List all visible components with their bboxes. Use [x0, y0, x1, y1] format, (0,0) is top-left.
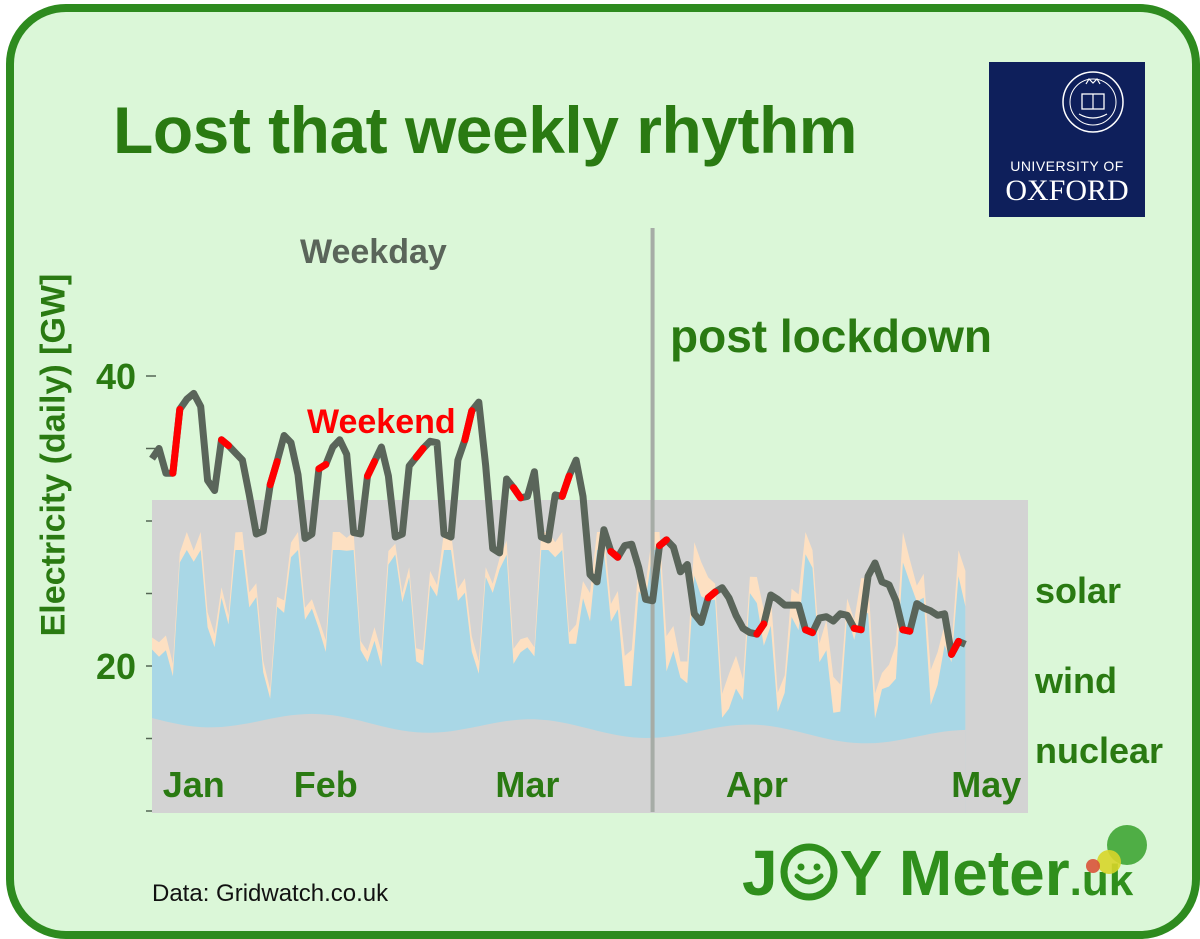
- weekend-segment: [850, 624, 865, 634]
- nuclear-band: [152, 713, 966, 813]
- post-lockdown-label: post lockdown: [670, 310, 992, 362]
- joymeter-logo: J Y Meter.uk: [742, 825, 1147, 909]
- weekend-label: Weekend: [307, 403, 456, 441]
- data-source: Data: Gridwatch.co.uk: [152, 880, 389, 907]
- weekend-segment: [461, 407, 476, 444]
- weekend-segment: [802, 626, 816, 637]
- month-labels: Jan Feb Mar Apr May: [163, 764, 1022, 805]
- weekend-segment: [218, 436, 232, 450]
- legend-nuclear: nuclear: [1035, 730, 1163, 771]
- legend-wind: wind: [1034, 660, 1117, 701]
- y-tick-label: 20: [96, 646, 136, 687]
- logo-line2: OXFORD: [1005, 174, 1129, 207]
- smiley-icon: [780, 843, 838, 901]
- weekend-segment: [656, 536, 670, 550]
- y-axis-label: Electricity (daily) [GW]: [34, 273, 73, 637]
- legend-solar: solar: [1035, 570, 1121, 611]
- weekend-segment: [899, 626, 914, 635]
- month-label: Mar: [495, 764, 559, 805]
- weekend-segment: [315, 460, 330, 473]
- oxford-crest-icon: [1062, 71, 1124, 133]
- chart-title: Lost that weekly rhythm: [113, 93, 858, 167]
- weekend-segment: [607, 547, 622, 561]
- month-label: May: [951, 764, 1021, 805]
- weekend-segment: [558, 472, 573, 500]
- month-label: Jan: [163, 764, 225, 805]
- month-label: Feb: [294, 764, 358, 805]
- weekend-segment: [266, 458, 281, 489]
- weekend-segment: [364, 458, 378, 480]
- weekend-segment: [169, 405, 184, 477]
- logo-line1: UNIVERSITY OF: [1010, 158, 1124, 174]
- weekday-label: Weekday: [300, 233, 447, 271]
- brand-j: J: [742, 837, 778, 909]
- month-label: Apr: [726, 764, 788, 805]
- weekend-segment: [753, 620, 768, 638]
- weekend-segment: [704, 588, 719, 602]
- series-line-path: [149, 389, 967, 658]
- weekend-marks: [169, 405, 962, 658]
- y-tick-label: 40: [96, 356, 136, 397]
- weekday-line: [149, 389, 967, 658]
- brand-dots-icon: [1086, 825, 1147, 874]
- brand-name: Y Meter: [839, 837, 1070, 909]
- weekend-segment: [948, 637, 962, 658]
- weekend-segment: [412, 445, 427, 461]
- weekend-segment: [510, 484, 524, 502]
- oxford-logo: UNIVERSITY OF OXFORD: [989, 62, 1145, 217]
